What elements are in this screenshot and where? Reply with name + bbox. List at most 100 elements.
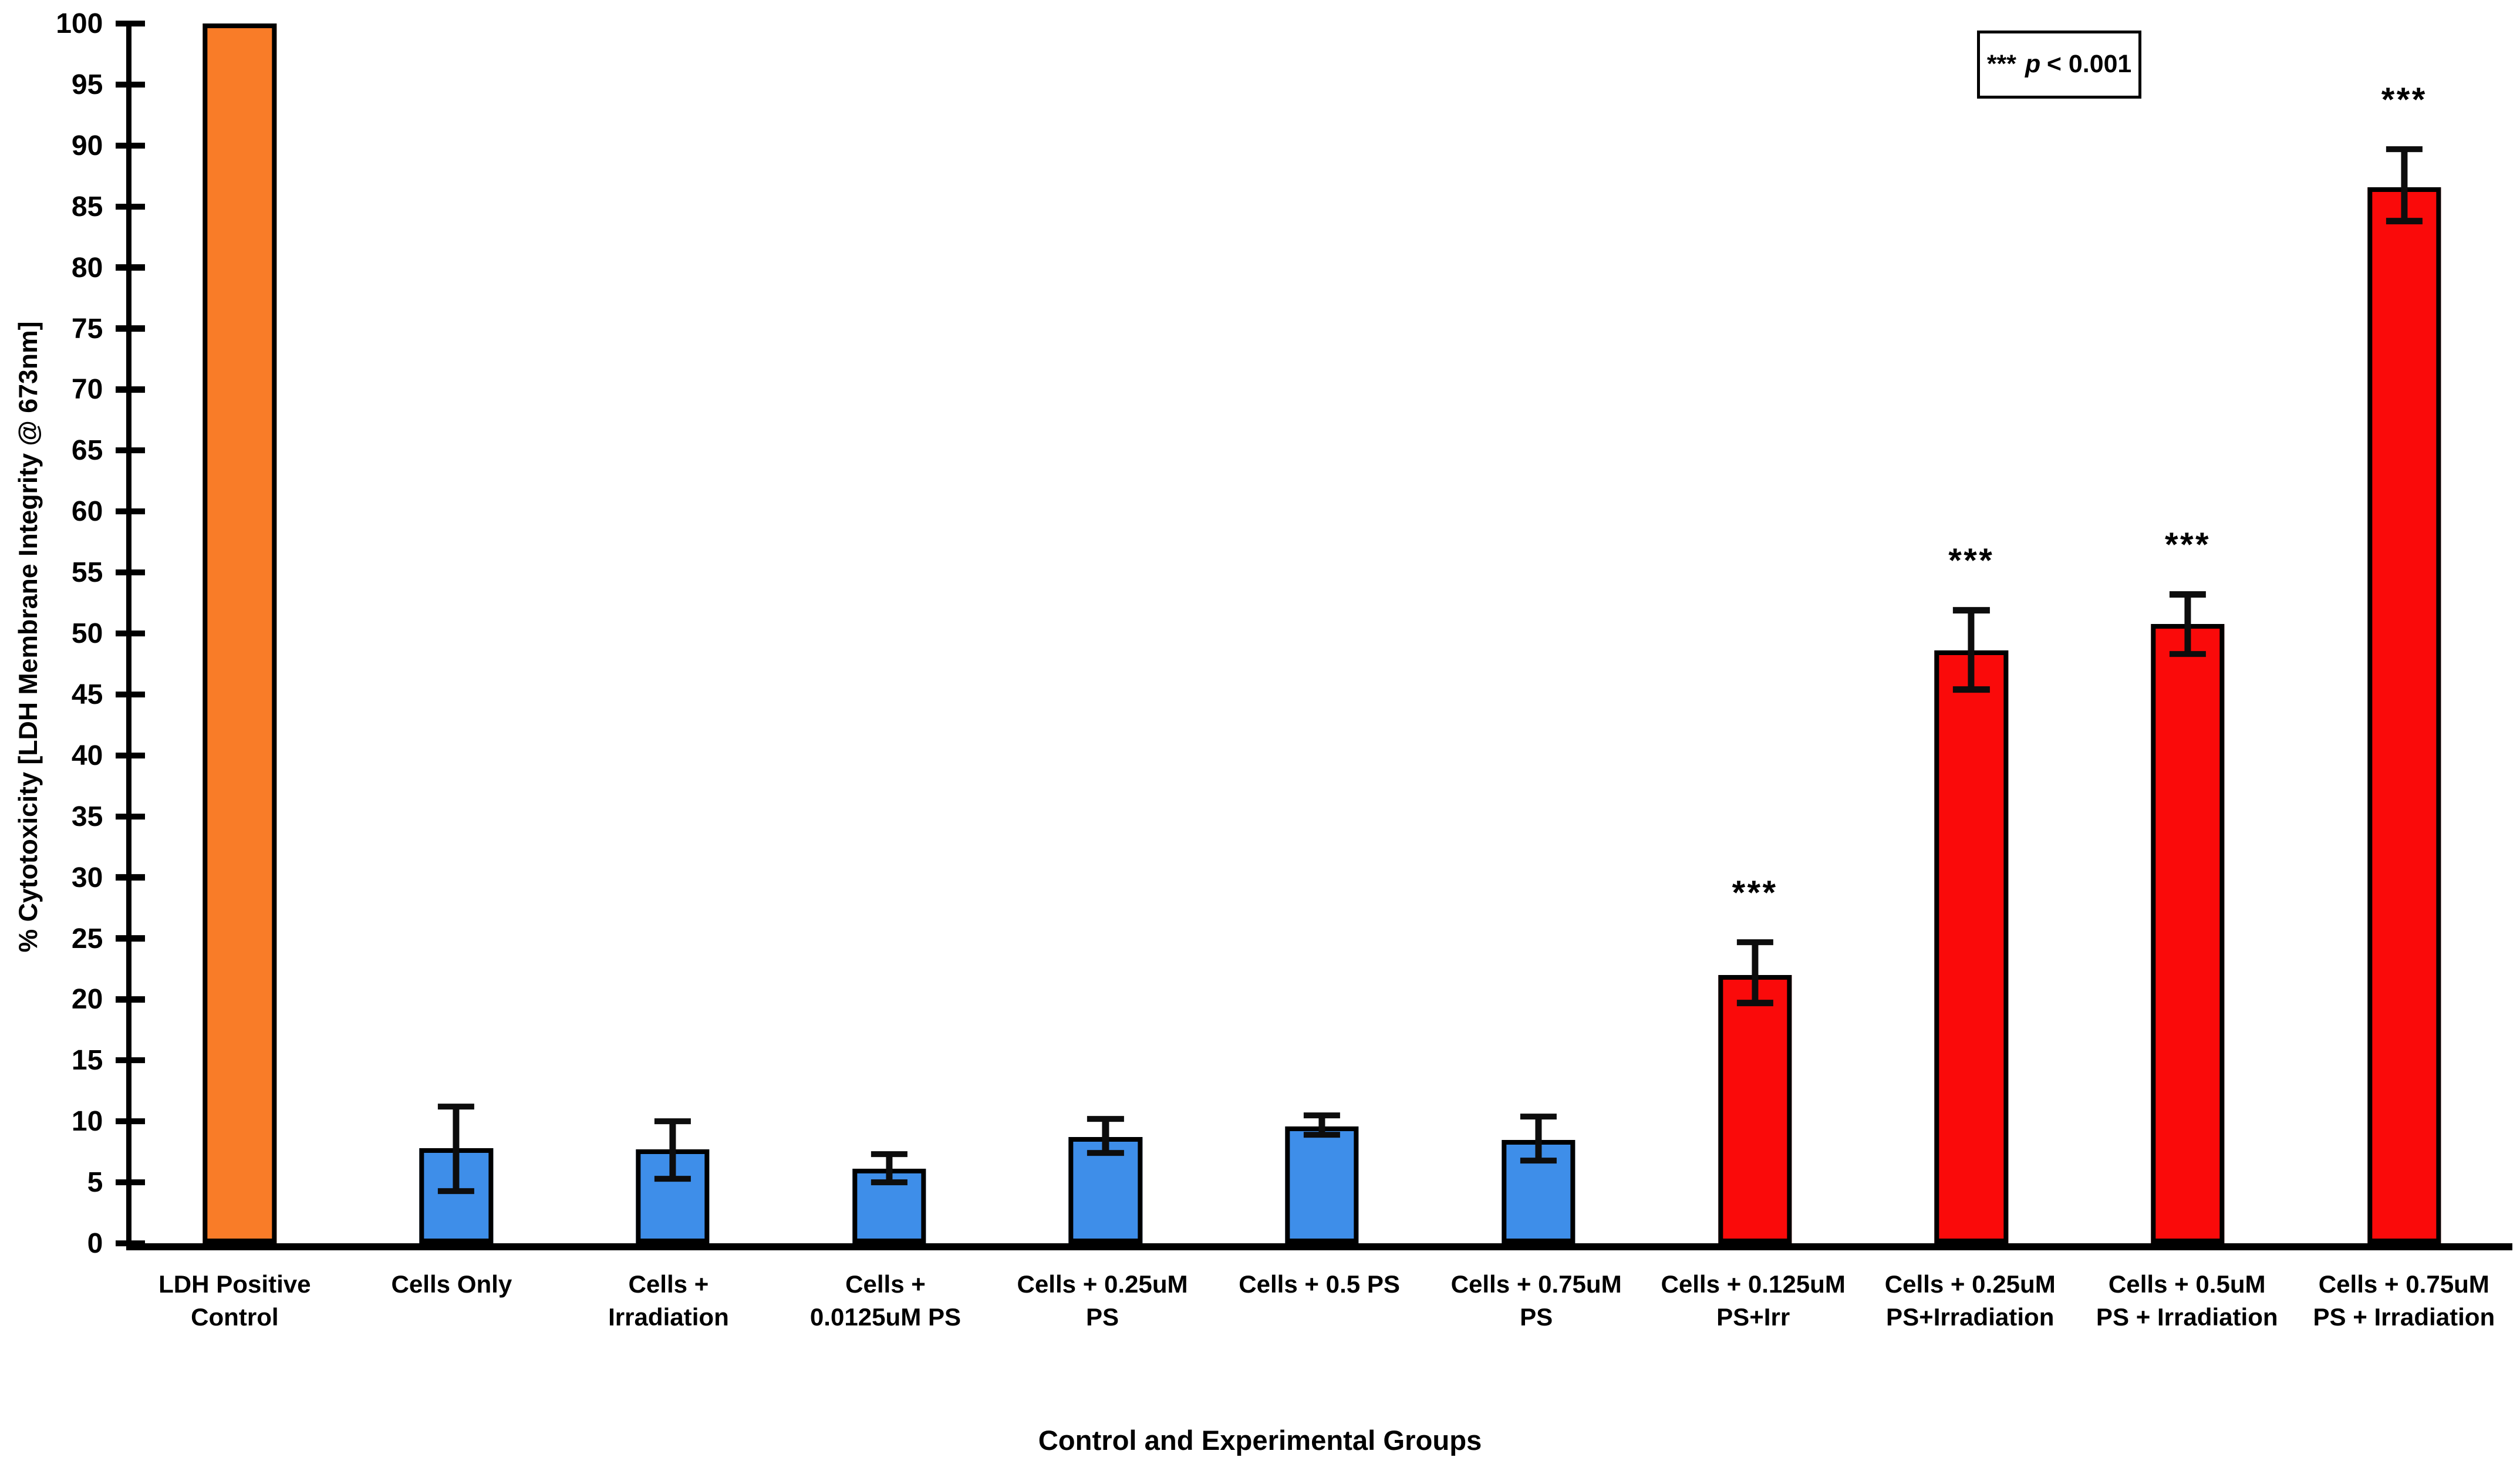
x-category-label: Cells + 0.75uM PS [1450,1270,1622,1331]
error-bar [1968,610,1975,690]
ytick-label: 45 [71,678,103,710]
legend-condition: < 0.001 [2046,50,2132,79]
x-category-label: Cells + 0.0125uM PS [809,1270,962,1331]
ytick-mark [116,325,145,332]
ytick-label: 5 [87,1166,103,1199]
ytick-label: 25 [71,922,103,954]
error-bar-cap [1087,1150,1124,1156]
ytick-label: 65 [71,434,103,467]
ytick-label: 10 [71,1105,103,1138]
significance-stars: *** [1732,873,1778,912]
ytick-label: 0 [87,1227,103,1260]
bar-slot [131,23,348,1244]
bar-slot [1214,23,1431,1244]
ytick-mark [116,81,145,88]
x-category-label: Cells Only [391,1270,512,1298]
ytick-label: 85 [71,190,103,222]
legend-box: *** p < 0.001 [1976,30,2142,99]
ytick-mark [116,447,145,454]
bar-slot: *** [1863,23,2080,1244]
bar-slot [565,23,781,1244]
legend-p-symbol: p [2025,50,2041,79]
error-bar [886,1154,893,1183]
error-bar-cap [1736,939,1773,946]
ytick-label: 30 [71,861,103,893]
ytick-mark [116,935,145,942]
x-category-label: Cells + 0.5 PS [1239,1270,1400,1298]
bar-slot [1430,23,1647,1244]
error-bar [1751,942,1759,1003]
ytick-label: 80 [71,251,103,284]
error-bar [1102,1119,1109,1153]
error-bar [2401,149,2408,221]
ytick-mark [116,142,145,149]
error-bar-cap [438,1188,475,1194]
error-bar [1318,1115,1325,1135]
ytick-mark [116,752,145,759]
ytick-mark [116,569,145,576]
error-bar-cap [654,1175,691,1182]
error-bar-cap [2386,218,2423,224]
ytick-mark [116,996,145,1003]
ytick-mark [116,874,145,880]
ytick-label: 50 [71,618,103,650]
x-category-label: Cells + 0.75uM PS + Irradiation [2313,1270,2495,1331]
ytick-label: 15 [71,1044,103,1077]
ytick-label: 20 [71,983,103,1016]
ytick-label: 35 [71,800,103,832]
error-bar-cap [2386,146,2423,153]
error-bar-cap [1520,1157,1557,1163]
x-axis-title: Control and Experimental Groups [1038,1425,1482,1457]
error-bar-cap [1736,1000,1773,1006]
bar-slot: *** [2296,23,2512,1244]
ytick-mark [116,508,145,515]
ytick-label: 90 [71,129,103,161]
error-bar-cap [438,1104,475,1110]
bar [2151,623,2225,1244]
error-bar-cap [654,1118,691,1125]
x-category-label: Cells + 0.5uM PS + Irradiation [2096,1270,2278,1331]
x-category-label: LDH Positive Control [158,1270,311,1331]
ytick-mark [116,264,145,271]
error-bar-cap [1087,1116,1124,1122]
error-bar [1535,1116,1542,1160]
bar-slot: *** [2080,23,2296,1244]
ytick-mark [116,691,145,698]
bar [203,23,277,1244]
ytick-mark [116,630,145,637]
ytick-label: 55 [71,556,103,589]
ytick-label: 40 [71,739,103,771]
ytick-label: 60 [71,495,103,528]
bar-slot [348,23,565,1244]
error-bar-cap [1953,686,1990,693]
error-bar-cap [1953,607,1990,613]
y-axis-title: % Cytotoxicity [LDH Membrane Integrity @… [14,321,43,953]
error-bar-cap [1303,1112,1341,1119]
x-category-label: Cells + 0.125uM PS+Irr [1661,1270,1846,1331]
significance-stars: *** [1948,542,1995,580]
ytick-label: 70 [71,373,103,406]
ytick-label: 95 [71,68,103,100]
error-bar [669,1121,676,1179]
x-category-label: Cells + 0.25uM PS [1017,1270,1188,1331]
ytick-mark [116,1179,145,1186]
ytick-label: 100 [56,8,103,40]
x-category-labels: LDH Positive Control Cells Only Cells + Ir… [126,1268,2512,1416]
legend-stars: *** [1986,50,2016,79]
bar-slot [997,23,1214,1244]
significance-stars: *** [2165,526,2211,564]
significance-stars: *** [2381,80,2427,119]
plot-area: 0 5 10 15 20 25 30 35 40 45 50 55 60 65 70 75 80 85 90 95 10… [56,9,2513,1257]
ytick-mark [116,386,145,393]
bar [1718,974,1792,1244]
ytick-mark [116,1118,145,1125]
error-bar [453,1106,460,1191]
error-bar-cap [2169,651,2207,657]
ytick-mark [116,203,145,210]
ytick-label: 75 [71,312,103,345]
bar-slot: *** [1647,23,1863,1244]
bar [1934,650,2008,1244]
ytick-mark [116,1057,145,1064]
bar [1502,1139,1576,1244]
